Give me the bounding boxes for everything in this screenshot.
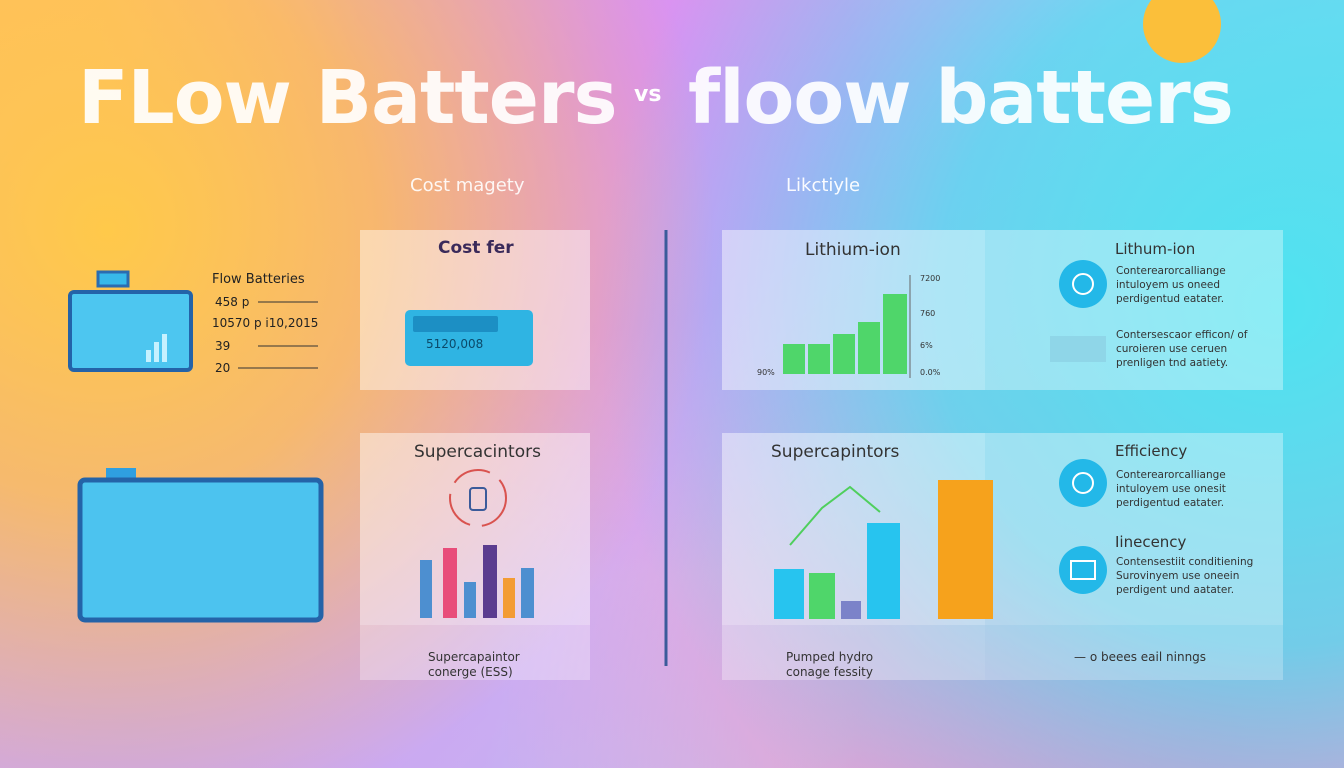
icons — [1050, 260, 1107, 594]
cycle-icon — [469, 487, 487, 511]
cycle-icon — [449, 469, 507, 527]
panel-footer: Pumped hydro — [786, 650, 874, 664]
panel-footer: conage fessity — [786, 665, 873, 679]
panel-footer: Supercapaintor — [428, 650, 520, 664]
panel — [722, 625, 985, 680]
title-right: floow batters — [688, 55, 1234, 141]
trend-line — [789, 485, 881, 546]
panel-title: Supercapintors — [771, 442, 900, 462]
panel — [985, 230, 1283, 390]
illustration-bars — [420, 545, 534, 618]
item-text: Surovinyem use oneein — [1116, 570, 1240, 582]
legend-row: 20 — [215, 361, 231, 375]
device-display: 5120,008 — [426, 337, 484, 351]
item-text: perdigent und aatater. — [1116, 584, 1235, 596]
item-text: Conterearorcalliange — [1116, 265, 1226, 277]
legend-row: 458 p — [215, 295, 250, 309]
battery-icon — [77, 477, 324, 623]
tick-label: 760 — [920, 309, 936, 318]
panel-title: Efficiency — [1115, 442, 1188, 460]
tick-label: 0.0% — [920, 368, 941, 377]
panel-title: Supercacintors — [414, 442, 541, 462]
section-label: Likctiyle — [786, 175, 861, 196]
item-text: Conterearorcalliange — [1116, 469, 1226, 481]
legend-arrows — [238, 301, 318, 369]
tick-label: 90% — [757, 368, 775, 377]
item-text: perdigentud eatater. — [1116, 497, 1225, 509]
device-screen — [413, 316, 498, 332]
panel-footer: conerge (ESS) — [428, 665, 513, 679]
section-label: Cost magety — [410, 175, 525, 196]
illustration-bars — [774, 480, 993, 619]
sun-decoration — [1143, 0, 1221, 63]
legend-row: 10570 p i10,2015 — [212, 316, 319, 330]
panel-title: Lithum-ion — [1115, 240, 1196, 258]
footnote: — o beees eail ninngs — [1074, 650, 1207, 664]
battery-cap — [96, 270, 130, 288]
item-text: curoieren use ceruen — [1116, 343, 1228, 355]
title-vs: vs — [634, 82, 662, 107]
panel-title: Iinecency — [1115, 533, 1187, 551]
tick-label: 6% — [920, 341, 933, 350]
legend-row: 39 — [215, 339, 231, 353]
panel — [360, 625, 590, 680]
panel — [985, 433, 1283, 625]
item-text: intuloyem us oneed — [1116, 279, 1221, 291]
item-text: Contersescaor efficon/ of — [1116, 329, 1248, 341]
tick-label: 7200 — [920, 274, 941, 283]
illustration-bars — [783, 294, 907, 374]
battery-bars — [146, 334, 167, 362]
title-left: FLow Batters — [78, 55, 617, 141]
panel-title: Lithium-ion — [805, 240, 901, 260]
panel — [985, 625, 1283, 680]
panel-title: Cost fer — [438, 238, 514, 258]
item-text: Contensestiit conditiening — [1116, 556, 1254, 568]
item-text: prenligen tnd aatiety. — [1116, 357, 1229, 369]
legend-title: Flow Batteries — [212, 272, 305, 287]
battery-icon — [68, 290, 193, 372]
item-text: intuloyem use onesit — [1116, 483, 1226, 495]
item-text: perdigentud eatater. — [1116, 293, 1225, 305]
